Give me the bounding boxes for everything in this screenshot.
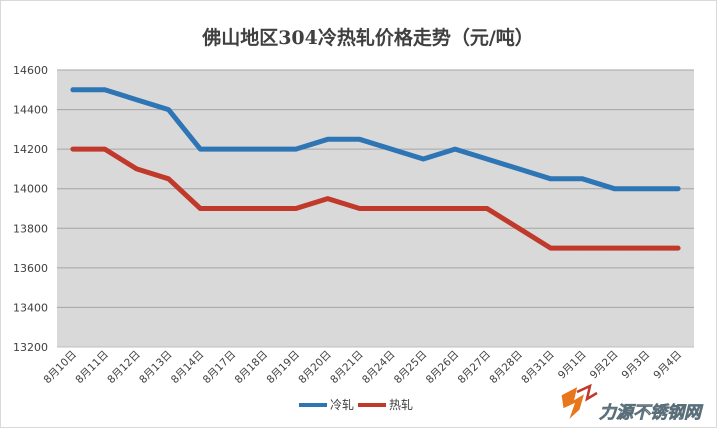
- data-point: [516, 166, 521, 171]
- y-tick-label: 14400: [13, 104, 48, 117]
- data-point: [70, 147, 75, 152]
- data-point: [357, 137, 362, 142]
- x-tick-label: 8月20日: [296, 349, 334, 387]
- data-point: [676, 186, 681, 191]
- data-point: [198, 147, 203, 152]
- data-point: [548, 176, 553, 181]
- data-point: [484, 157, 489, 162]
- data-point: [357, 206, 362, 211]
- x-tick-label: 8月13日: [137, 349, 175, 387]
- data-point: [612, 246, 617, 251]
- data-point: [389, 147, 394, 152]
- watermark-url: www.lyssp.com: [598, 386, 702, 400]
- data-point: [198, 206, 203, 211]
- data-point: [166, 107, 171, 112]
- x-axis-ticks: 8月10日8月11日8月12日8月13日8月14日8月17日8月18日8月19日…: [42, 349, 685, 387]
- x-tick-label: 9月3日: [620, 349, 653, 382]
- data-point: [134, 97, 139, 102]
- y-tick-label: 14600: [13, 64, 48, 77]
- data-point: [389, 206, 394, 211]
- x-tick-label: 8月17日: [201, 349, 239, 387]
- data-point: [230, 147, 235, 152]
- data-point: [516, 226, 521, 231]
- data-point: [580, 176, 585, 181]
- legend-label-re-zha: 热轧: [389, 398, 413, 412]
- x-tick-label: 9月4日: [651, 349, 684, 382]
- x-tick-label: 8月25日: [392, 349, 430, 387]
- data-point: [548, 246, 553, 251]
- data-point: [421, 206, 426, 211]
- data-point: [421, 157, 426, 162]
- series-line-1: [70, 146, 681, 251]
- series-lines: [70, 87, 681, 251]
- data-point: [580, 246, 585, 251]
- y-tick-label: 14200: [13, 143, 48, 156]
- data-point: [166, 176, 171, 181]
- data-point: [230, 206, 235, 211]
- x-tick-label: 8月10日: [42, 349, 80, 387]
- x-tick-label: 9月1日: [556, 349, 589, 382]
- x-tick-label: 8月28日: [487, 349, 525, 387]
- x-tick-label: 8月24日: [360, 349, 398, 387]
- data-point: [293, 206, 298, 211]
- x-tick-label: 8月11日: [73, 349, 111, 387]
- x-tick-label: 8月27日: [456, 349, 494, 387]
- data-point: [325, 137, 330, 142]
- data-point: [325, 196, 330, 201]
- brand-logo: [560, 383, 598, 422]
- x-tick-label: 8月31日: [519, 349, 557, 387]
- y-tick-label: 14000: [13, 183, 48, 196]
- data-point: [262, 206, 267, 211]
- legend: 冷轧 热轧: [299, 398, 413, 412]
- data-point: [644, 186, 649, 191]
- legend-label-leng-zha: 冷轧: [330, 398, 354, 412]
- y-tick-label: 13400: [13, 301, 48, 314]
- data-point: [453, 206, 458, 211]
- x-tick-label: 8月14日: [169, 349, 207, 387]
- x-tick-label: 8月21日: [328, 349, 366, 387]
- x-tick-label: 8月19日: [264, 349, 302, 387]
- data-point: [644, 246, 649, 251]
- data-point: [484, 206, 489, 211]
- series-line-0: [70, 87, 681, 192]
- x-tick-label: 9月2日: [588, 349, 621, 382]
- watermark: www.lyssp.com 力源不锈钢网: [560, 383, 704, 423]
- y-tick-label: 13600: [13, 262, 48, 275]
- data-point: [102, 87, 107, 92]
- data-point: [262, 147, 267, 152]
- watermark-brand: 力源不锈钢网: [599, 403, 704, 423]
- data-point: [612, 186, 617, 191]
- data-point: [134, 166, 139, 171]
- x-tick-label: 8月12日: [105, 349, 143, 387]
- data-point: [102, 147, 107, 152]
- data-point: [453, 147, 458, 152]
- y-tick-label: 13200: [13, 341, 48, 354]
- y-axis-ticks: 13200 13400 13600 13800 14000 14200 14400 14600: [13, 64, 48, 354]
- data-point: [70, 87, 75, 92]
- data-point: [676, 246, 681, 251]
- x-tick-label: 8月26日: [424, 349, 462, 387]
- chart-title: 佛山地区304冷热轧价格走势（元/吨）: [201, 26, 534, 49]
- y-tick-label: 13800: [13, 222, 48, 235]
- x-tick-label: 8月18日: [233, 349, 271, 387]
- data-point: [293, 147, 298, 152]
